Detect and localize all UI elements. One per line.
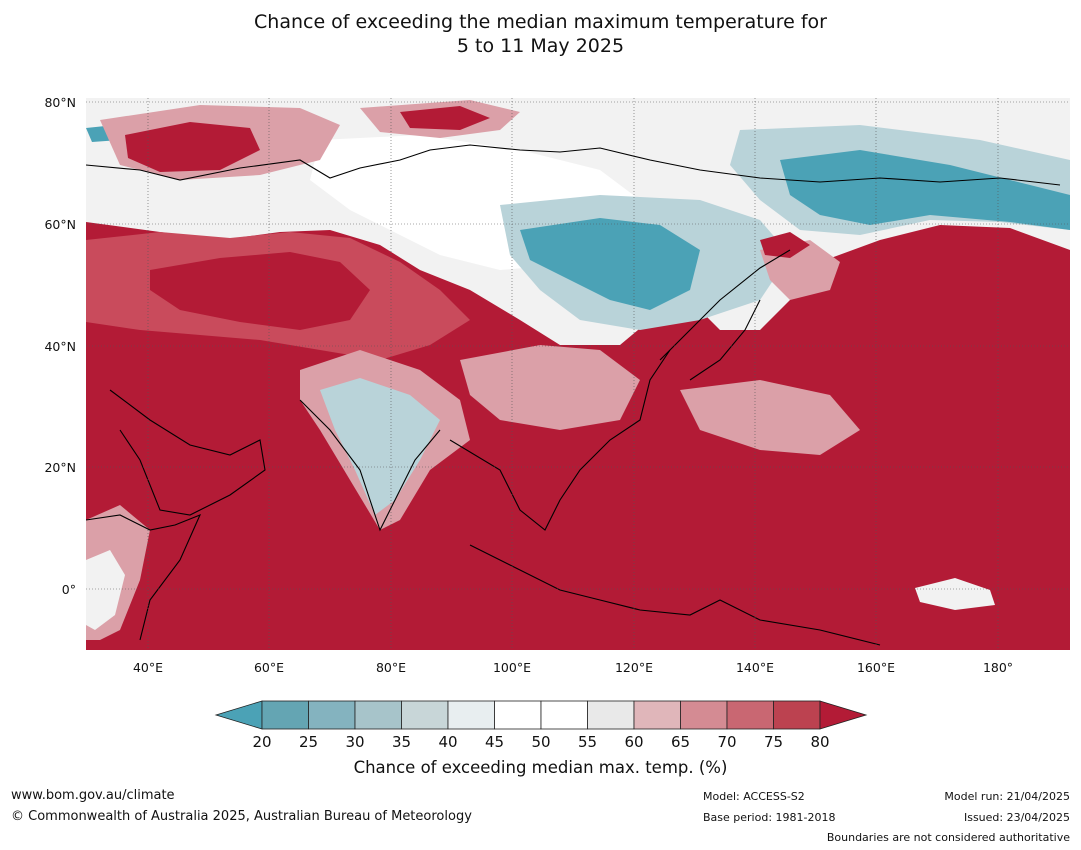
lon-label-80e: 80°E: [375, 660, 407, 675]
lon-label-60e: 60°E: [253, 660, 285, 675]
lat-label-20n: 20°N: [44, 460, 76, 475]
model-run-text: Model run: 21/04/2025: [944, 790, 1070, 803]
copyright-text: © Commonwealth of Australia 2025, Austra…: [11, 809, 472, 824]
lat-label-0: 0°: [61, 582, 76, 597]
coast-eurasia-north: [86, 144, 1061, 186]
issued-text: Issued: 23/04/2025: [963, 811, 1070, 824]
website-text: www.bom.gov.au/climate: [11, 788, 175, 803]
coast-africa: [86, 513, 202, 641]
region-pacific-core: [760, 232, 810, 258]
forecast-map: [86, 98, 1070, 650]
region-east-china-light: [680, 380, 860, 455]
coast-se-asia: [449, 349, 671, 531]
colorbar-segment: [726, 700, 774, 730]
colorbar: [214, 700, 868, 730]
lon-label-180: 180°: [982, 660, 1014, 675]
title-line-2: 5 to 11 May 2025: [456, 35, 625, 57]
region-cool-mongolia: [520, 218, 700, 310]
base-period-text: Base period: 1981-2018: [703, 811, 836, 824]
region-africa-white: [86, 550, 125, 630]
colorbar-segment: [308, 700, 356, 730]
lon-label-40e: 40°E: [132, 660, 164, 675]
region-cool-east-siberia-dark: [780, 150, 1070, 230]
colorbar-tick-label: 80: [810, 733, 830, 751]
colorbar-high-arrow: [819, 700, 868, 730]
colorbar-segment: [261, 700, 309, 730]
region-warm-scandinavia-core: [125, 122, 260, 172]
colorbar-tick-label: 75: [763, 733, 784, 751]
colorbar-tick-label: 35: [391, 733, 412, 751]
coast-east-asia: [659, 249, 791, 361]
colorbar-low-arrow: [214, 700, 263, 730]
colorbar-label: Chance of exceeding median max. temp. (%…: [353, 758, 728, 777]
region-warm-core-central-asia: [150, 252, 370, 330]
lon-label-120e: 120°E: [614, 660, 653, 675]
colorbar-segment: [494, 700, 542, 730]
lon-label-160e: 160°E: [856, 660, 895, 675]
colorbar-tick-label: 70: [717, 733, 737, 751]
title-line-1: Chance of exceeding the median maximum t…: [254, 11, 827, 33]
colorbar-tick-label: 25: [298, 733, 319, 751]
colorbar-tick-label: 45: [484, 733, 505, 751]
disclaimer-text: Boundaries are not considered authoritat…: [826, 831, 1070, 844]
model-text: Model: ACCESS-S2: [703, 790, 805, 803]
region-china-light: [460, 345, 640, 430]
colorbar-segment: [401, 700, 449, 730]
coast-india: [299, 399, 441, 532]
coast-arabia: [109, 389, 266, 516]
colorbar-segment: [680, 700, 728, 730]
colorbar-tick-label: 60: [624, 733, 644, 751]
lon-label-100e: 100°E: [492, 660, 531, 675]
colorbar-tick-label: 20: [252, 733, 272, 751]
colorbar-tick-label: 55: [577, 733, 598, 751]
colorbar-segment: [633, 700, 681, 730]
region-warm-north-siberia-core: [400, 106, 490, 130]
region-india-cool: [320, 378, 440, 515]
coastlines: [86, 144, 1061, 646]
colorbar-tick-label: 65: [670, 733, 691, 751]
colorbar-segment: [587, 700, 635, 730]
colorbar-tick-label: 30: [345, 733, 365, 751]
lon-label-140e: 140°E: [735, 660, 774, 675]
lat-label-60n: 60°N: [44, 217, 76, 232]
region-pacific-neutral: [915, 578, 995, 610]
colorbar-tick-label: 40: [438, 733, 458, 751]
colorbar-segment: [540, 700, 588, 730]
colorbar-segment: [773, 700, 821, 730]
coast-indonesia: [469, 544, 881, 646]
colorbar-segment: [447, 700, 495, 730]
coast-japan: [689, 299, 761, 381]
colorbar-tick-label: 50: [531, 733, 551, 751]
lat-label-40n: 40°N: [44, 339, 76, 354]
graticule: [86, 98, 1070, 650]
lat-label-80n: 80°N: [44, 95, 76, 110]
chart-title: Chance of exceeding the median maximum t…: [0, 10, 1081, 58]
colorbar-segment: [354, 700, 402, 730]
